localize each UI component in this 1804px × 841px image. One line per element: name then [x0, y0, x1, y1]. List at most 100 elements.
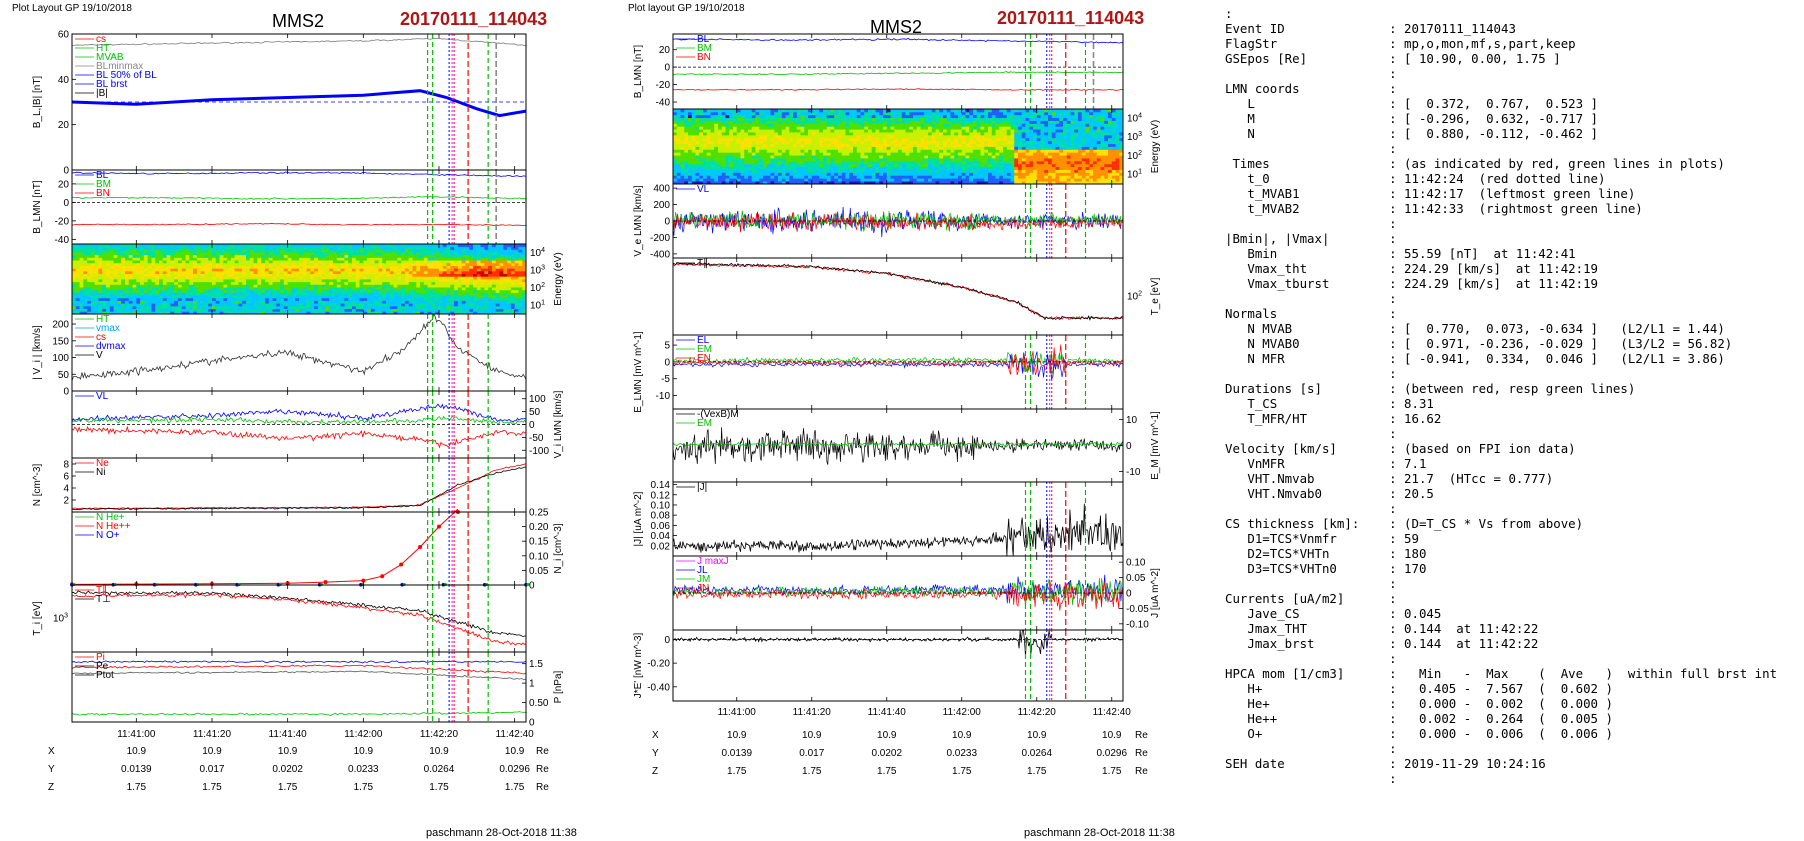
- spectrogram-cell: [774, 163, 779, 168]
- spectrogram-cell: [510, 292, 516, 296]
- spectrogram-cell: [113, 295, 118, 299]
- spectrogram-cell: [706, 158, 711, 162]
- spectrogram-cell: [473, 292, 478, 296]
- spectrogram-cell: [714, 149, 719, 153]
- spectrogram-cell: [355, 287, 360, 291]
- spectrogram-cell: [684, 140, 689, 145]
- spectrogram-cell: [325, 252, 330, 256]
- spectrogram-cell: [170, 249, 175, 253]
- legend-entry: HT: [96, 314, 109, 325]
- spectrogram-cell: [860, 163, 865, 168]
- spectrogram-cell: [510, 270, 516, 275]
- spectrogram-cell: [838, 140, 843, 145]
- spectrogram-cell: [234, 262, 239, 266]
- spectrogram-cell: [826, 149, 831, 153]
- spectrogram-cell: [314, 287, 319, 291]
- spectrogram-cell: [162, 260, 167, 264]
- spectrogram-cell: [491, 260, 497, 264]
- spectrogram-cell: [841, 126, 846, 130]
- spectrogram-cell: [295, 295, 300, 299]
- spectrogram-cell: [868, 143, 873, 147]
- spectrogram-cell: [673, 114, 678, 119]
- spectrogram-cell: [484, 300, 489, 304]
- spectrogram-cell: [386, 292, 391, 296]
- spectrogram-cell: [435, 244, 440, 248]
- legend-entry: BL 50% of BL: [96, 70, 157, 81]
- spectrogram-cell: [374, 254, 379, 258]
- spectrogram-cell: [789, 132, 794, 136]
- spectrogram-cell: [454, 295, 459, 299]
- spectrogram-cell: [264, 265, 270, 269]
- spectrogram-cell: [826, 134, 831, 139]
- spectrogram-cell: [673, 120, 678, 124]
- spectrogram-cell: [272, 254, 277, 258]
- spectrogram-cell: [355, 262, 360, 266]
- spectrogram-cell: [72, 284, 77, 288]
- spectrogram-cell: [826, 158, 831, 162]
- spectrogram-cell: [151, 273, 156, 277]
- spectrogram-cell: [834, 175, 839, 179]
- spectrogram-cell: [397, 297, 402, 301]
- spectrogram-cell: [789, 172, 794, 176]
- spectrogram-cell: [755, 175, 760, 179]
- spectrogram-cell: [446, 295, 451, 299]
- spectrogram-cell: [721, 132, 726, 136]
- spectrogram-cell: [106, 244, 111, 248]
- spectrogram-cell: [454, 260, 459, 264]
- spectrogram-cell: [676, 140, 681, 145]
- spectrogram-cell: [272, 249, 277, 253]
- spectrogram-cell: [875, 149, 880, 153]
- spectrogram-cell: [257, 303, 262, 307]
- spectrogram-cell: [189, 276, 194, 280]
- spectrogram-cell: [770, 129, 775, 133]
- spectrogram-cell: [868, 111, 873, 116]
- spectrogram-cell: [310, 279, 315, 283]
- spectrogram-cell: [811, 111, 816, 116]
- spectrogram-cell: [841, 114, 846, 119]
- spectrogram-cell: [404, 284, 410, 288]
- spectrogram-cell: [249, 297, 254, 301]
- spectrogram-cell: [819, 109, 824, 113]
- spectrogram-cell: [314, 260, 319, 264]
- spectrogram-cell: [401, 284, 406, 288]
- spectrogram-cell: [124, 265, 130, 269]
- spectrogram-cell: [849, 140, 854, 145]
- spectrogram-cell: [766, 117, 771, 121]
- spectrogram-cell: [185, 276, 190, 280]
- spectrogram-cell: [748, 132, 753, 136]
- spectrogram-cell: [871, 120, 876, 124]
- spectrogram-cell: [314, 295, 319, 299]
- spectrogram-cell: [435, 276, 440, 280]
- spectrogram-cell: [215, 289, 220, 293]
- legend-entry: Ne: [96, 458, 109, 469]
- spectrogram-cell: [344, 311, 349, 315]
- spectrogram-cell: [333, 311, 338, 315]
- spectrogram-cell: [823, 160, 828, 165]
- spectrogram-cell: [808, 163, 813, 168]
- spectrogram-cell: [796, 149, 801, 153]
- spectrogram-cell: [257, 279, 262, 283]
- spectrogram-cell: [351, 297, 357, 301]
- spectrogram-cell: [680, 120, 685, 124]
- spectrogram-cell: [427, 265, 432, 269]
- spectrogram-cell: [382, 276, 387, 280]
- spectrogram-cell: [227, 281, 232, 285]
- spectrogram-cell: [473, 303, 478, 307]
- spectrogram-cell: [295, 246, 300, 250]
- spectrogram-cell: [242, 252, 247, 256]
- spectrogram-cell: [503, 297, 508, 301]
- spectrogram-cell: [721, 181, 726, 185]
- spectrogram-cell: [416, 244, 421, 248]
- spectrogram-cell: [751, 117, 756, 121]
- spectrogram-cell: [819, 134, 824, 139]
- spectrogram-cell: [321, 281, 326, 285]
- spectrogram-cell: [79, 289, 84, 293]
- spectrogram-cell: [128, 281, 133, 285]
- spectrogram-cell: [518, 281, 523, 285]
- spectrogram-cell: [778, 146, 783, 150]
- spectrogram-cell: [181, 292, 186, 296]
- spectrogram-cell: [185, 244, 190, 248]
- spectrogram-cell: [90, 292, 96, 296]
- spectrogram-cell: [401, 295, 406, 299]
- spectrogram-cell: [333, 257, 338, 261]
